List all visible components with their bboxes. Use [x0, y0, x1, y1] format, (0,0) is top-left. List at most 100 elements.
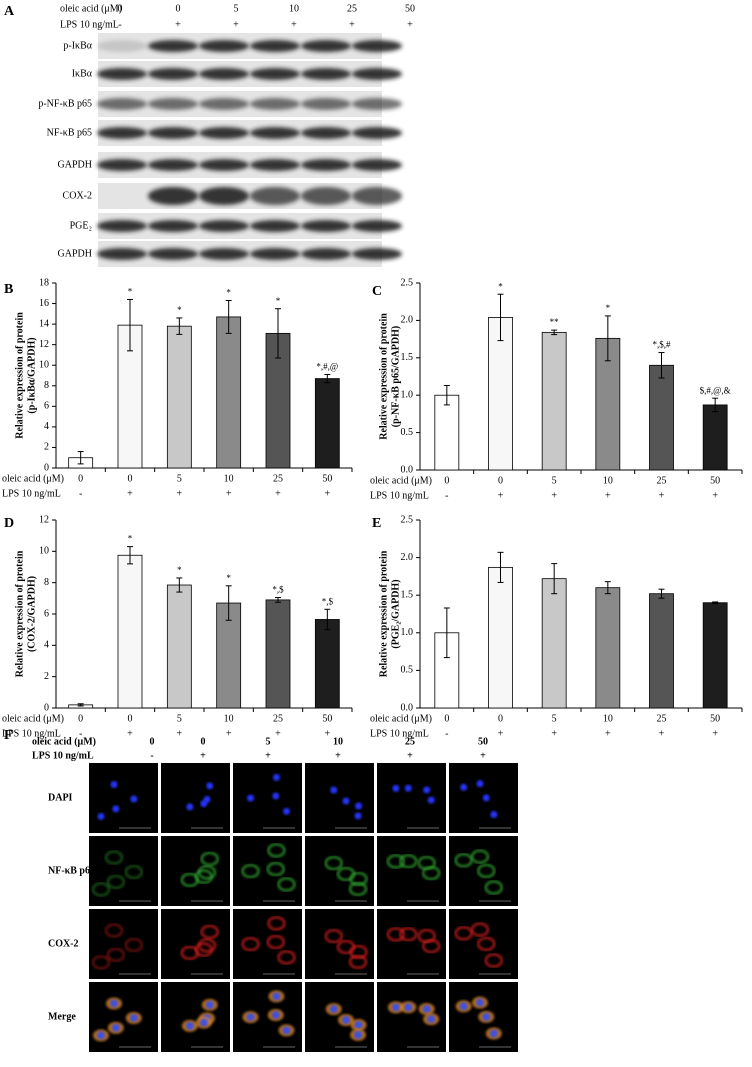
- row-label: oleic acid (μM): [60, 3, 122, 14]
- nucleus: [422, 1004, 431, 1013]
- annotation: *: [177, 565, 182, 575]
- cell: [241, 863, 260, 879]
- nucleus: [354, 1020, 363, 1029]
- cell: [421, 865, 441, 881]
- micrograph: [449, 836, 518, 906]
- column-label: +: [335, 750, 341, 761]
- column-label: +: [407, 750, 413, 761]
- y-tick-label: 16: [39, 298, 49, 309]
- error-bar: [324, 373, 331, 384]
- blot-band: [352, 127, 402, 139]
- nucleus: [129, 1013, 138, 1022]
- nucleus: [272, 773, 280, 781]
- cell: [91, 955, 111, 970]
- row-label: LPS 10 ng/mL: [32, 750, 94, 761]
- x-tick-label: 0: [128, 473, 133, 484]
- column-label: 0: [150, 736, 155, 747]
- y-tick-label: 10: [39, 360, 49, 371]
- bar: [541, 331, 567, 471]
- cell: [484, 880, 504, 895]
- protein-label: GAPDH: [58, 248, 92, 259]
- error-bar: [497, 551, 504, 583]
- y-axis-label: (p-NF-κB p65/GAPDH): [390, 326, 401, 427]
- blot-band: [148, 68, 198, 80]
- bar: [314, 378, 340, 469]
- blot-band: [97, 220, 147, 232]
- nucleus: [427, 796, 435, 804]
- row-label: LPS 10 ng/mL: [2, 728, 61, 739]
- nucleus: [459, 1002, 468, 1011]
- error-bar: [275, 597, 281, 603]
- annotation: *: [498, 281, 503, 291]
- nucleus: [392, 784, 400, 792]
- blot-band: [250, 98, 300, 110]
- cell: [267, 843, 286, 858]
- x-tick-label: -: [79, 728, 82, 739]
- column-label: 0: [176, 3, 181, 14]
- y-tick-label: 10: [39, 546, 49, 557]
- nucleus: [341, 1015, 350, 1024]
- blot-band: [97, 127, 147, 139]
- cell: [484, 953, 504, 968]
- micrograph: [449, 909, 518, 979]
- micrograph: [89, 763, 158, 833]
- nucleus: [482, 1012, 491, 1021]
- blot-band: [301, 248, 351, 260]
- x-tick-label: 0: [128, 713, 133, 724]
- bar: [541, 578, 567, 709]
- nucleus: [460, 783, 468, 791]
- x-tick-label: +: [275, 488, 281, 499]
- panel-label: A: [4, 4, 15, 19]
- blot-band: [301, 187, 351, 205]
- x-tick-label: 25: [273, 473, 283, 484]
- x-tick-label: +: [177, 488, 183, 499]
- bar: [702, 404, 728, 471]
- cell: [241, 936, 260, 952]
- nucleus: [186, 803, 194, 811]
- column-label: -: [118, 19, 121, 30]
- protein-label: p-NF-κB p65: [38, 98, 92, 109]
- bar: [166, 584, 192, 709]
- x-tick-label: +: [551, 490, 557, 501]
- annotation: *: [128, 287, 133, 297]
- panel-label: F: [4, 728, 13, 743]
- x-tick-label: 0: [78, 473, 83, 484]
- column-label: 50: [405, 3, 415, 14]
- blot-band: [352, 248, 402, 260]
- blot-band: [148, 40, 198, 52]
- x-tick-label: -: [79, 488, 82, 499]
- blot-band: [199, 40, 249, 52]
- blot-band: [250, 248, 300, 260]
- row-label: LPS 10 ng/mL: [60, 19, 119, 30]
- y-axis-label: Relative expression of protein: [378, 313, 389, 440]
- bar: [216, 316, 242, 469]
- column-label: +: [291, 19, 297, 30]
- blot-band: [97, 98, 147, 110]
- bar: [488, 566, 513, 709]
- y-tick-label: 0: [44, 702, 49, 713]
- cell: [421, 938, 441, 954]
- blot-band: [148, 220, 198, 232]
- nucleus: [490, 811, 498, 819]
- x-tick-label: +: [712, 490, 718, 501]
- annotation: **: [550, 317, 560, 327]
- y-axis-label: Relative expression of protein: [378, 550, 389, 677]
- cell: [180, 945, 200, 961]
- x-tick-label: +: [325, 488, 331, 499]
- y-tick-label: 0.5: [401, 427, 414, 438]
- row-label: LPS 10 ng/mL: [2, 488, 61, 499]
- x-tick-label: 0: [444, 475, 449, 486]
- x-tick-label: -: [445, 490, 448, 501]
- row-label: LPS 10 ng/mL: [370, 728, 429, 739]
- error-bar: [604, 581, 611, 595]
- cell: [267, 916, 286, 931]
- cell: [91, 882, 111, 897]
- cell: [476, 863, 496, 879]
- y-tick-label: 6: [44, 401, 49, 412]
- bar: [265, 599, 291, 709]
- y-tick-label: 2.0: [401, 315, 414, 326]
- blot-band: [250, 127, 300, 139]
- column-label: 10: [289, 3, 299, 14]
- panel-label: B: [4, 282, 13, 297]
- micrograph: [161, 909, 230, 979]
